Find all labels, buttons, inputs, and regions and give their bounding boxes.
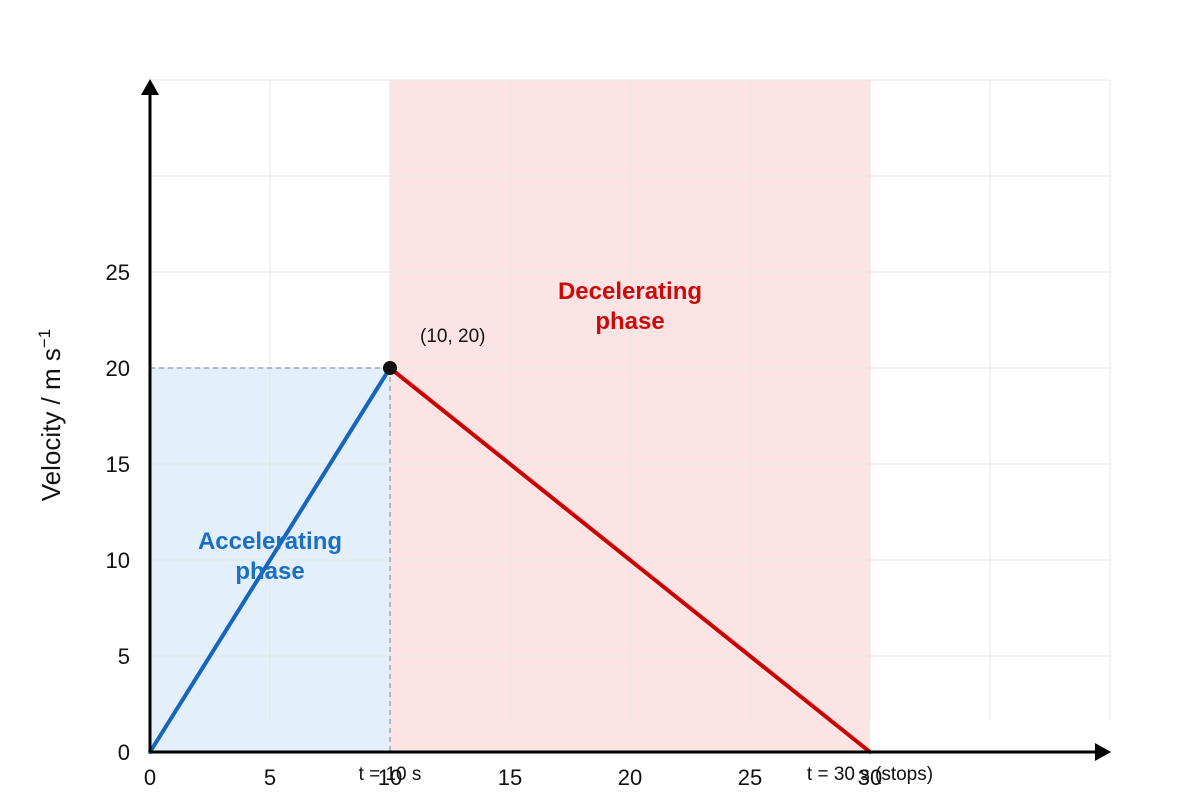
peak-point	[383, 361, 397, 375]
y-tick-label: 5	[118, 644, 130, 669]
y-tick-label: 0	[118, 740, 130, 765]
y-axis-label: Velocity / m s−1	[35, 329, 66, 502]
accelerating-phase-label: Accelerating phase	[198, 528, 342, 585]
decelerating-line	[388, 366, 872, 754]
x-tick-label: 15	[498, 765, 522, 790]
y-axis-arrow	[141, 79, 159, 95]
x-tick-label: 30	[858, 765, 882, 790]
annotation-t10: t = 10 s	[359, 764, 422, 785]
x-tick-label: 0	[144, 765, 156, 790]
x-tick-label: 25	[738, 765, 762, 790]
y-tick-label: 10	[106, 548, 130, 573]
y-tick-label: 20	[106, 356, 130, 381]
x-axis-arrow	[1095, 743, 1111, 761]
decelerating-phase-label: Decelerating phase	[558, 278, 702, 335]
annotation-t30: t = 30 s (stops)	[807, 764, 933, 785]
y-tick-label: 25	[106, 260, 130, 285]
x-tick-label: 10	[378, 765, 402, 790]
y-tick-label: 15	[106, 452, 130, 477]
x-tick-label: 5	[264, 765, 276, 790]
accelerating-line	[148, 366, 392, 754]
x-tick-label: 20	[618, 765, 642, 790]
peak-annotation: (10, 20)	[420, 326, 485, 347]
